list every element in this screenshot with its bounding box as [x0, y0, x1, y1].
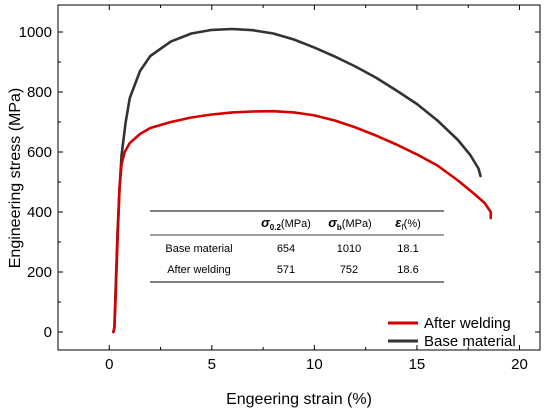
properties-table: σ0.2(MPa) σb(MPa) εf(%) Base material 65…: [150, 210, 444, 283]
table-header-elongation: εf(%): [395, 215, 421, 232]
legend-label-after-welding: After welding: [424, 315, 511, 332]
y-tick-label: 600: [27, 144, 52, 161]
x-tick-label: 0: [105, 356, 113, 373]
x-tick-label: 10: [306, 356, 323, 373]
table-cell: 18.6: [397, 264, 418, 276]
y-tick-label: 400: [27, 204, 52, 221]
y-tick-label: 800: [27, 84, 52, 101]
x-tick-label: 5: [208, 356, 216, 373]
series-line-after-welding: [112, 109, 493, 334]
axis-ticks: [58, 5, 540, 350]
legend: After welding Base material: [388, 315, 516, 350]
x-tick-label: 15: [409, 356, 426, 373]
table-cell: 18.1: [397, 243, 418, 255]
x-axis-title: Engeering strain (%): [226, 391, 372, 408]
x-tick-labels: 0 5 10 15 20: [105, 356, 528, 373]
series-line-base-material: [112, 27, 482, 334]
y-tick-label: 200: [27, 264, 52, 281]
table-cell: 1010: [337, 243, 361, 255]
table-cell: 571: [277, 264, 295, 276]
y-tick-label: 1000: [19, 24, 52, 41]
y-tick-labels: 0 200 400 600 800 1000: [19, 24, 52, 341]
table-header-ultimate: σb(MPa): [328, 215, 371, 232]
y-axis-title: Engineering stress (MPa): [7, 88, 24, 269]
table-cell: 654: [277, 243, 295, 255]
legend-label-base-material: Base material: [424, 333, 516, 350]
table-row-label: After welding: [167, 264, 231, 276]
series-lines: [112, 27, 493, 334]
x-tick-label: 20: [511, 356, 528, 373]
plot-frame: [57, 4, 541, 351]
table-row-label: Base material: [165, 243, 232, 255]
table-header-yield: σ0.2(MPa): [261, 215, 311, 232]
table-cell: 752: [340, 264, 358, 276]
y-tick-label: 0: [44, 324, 52, 341]
